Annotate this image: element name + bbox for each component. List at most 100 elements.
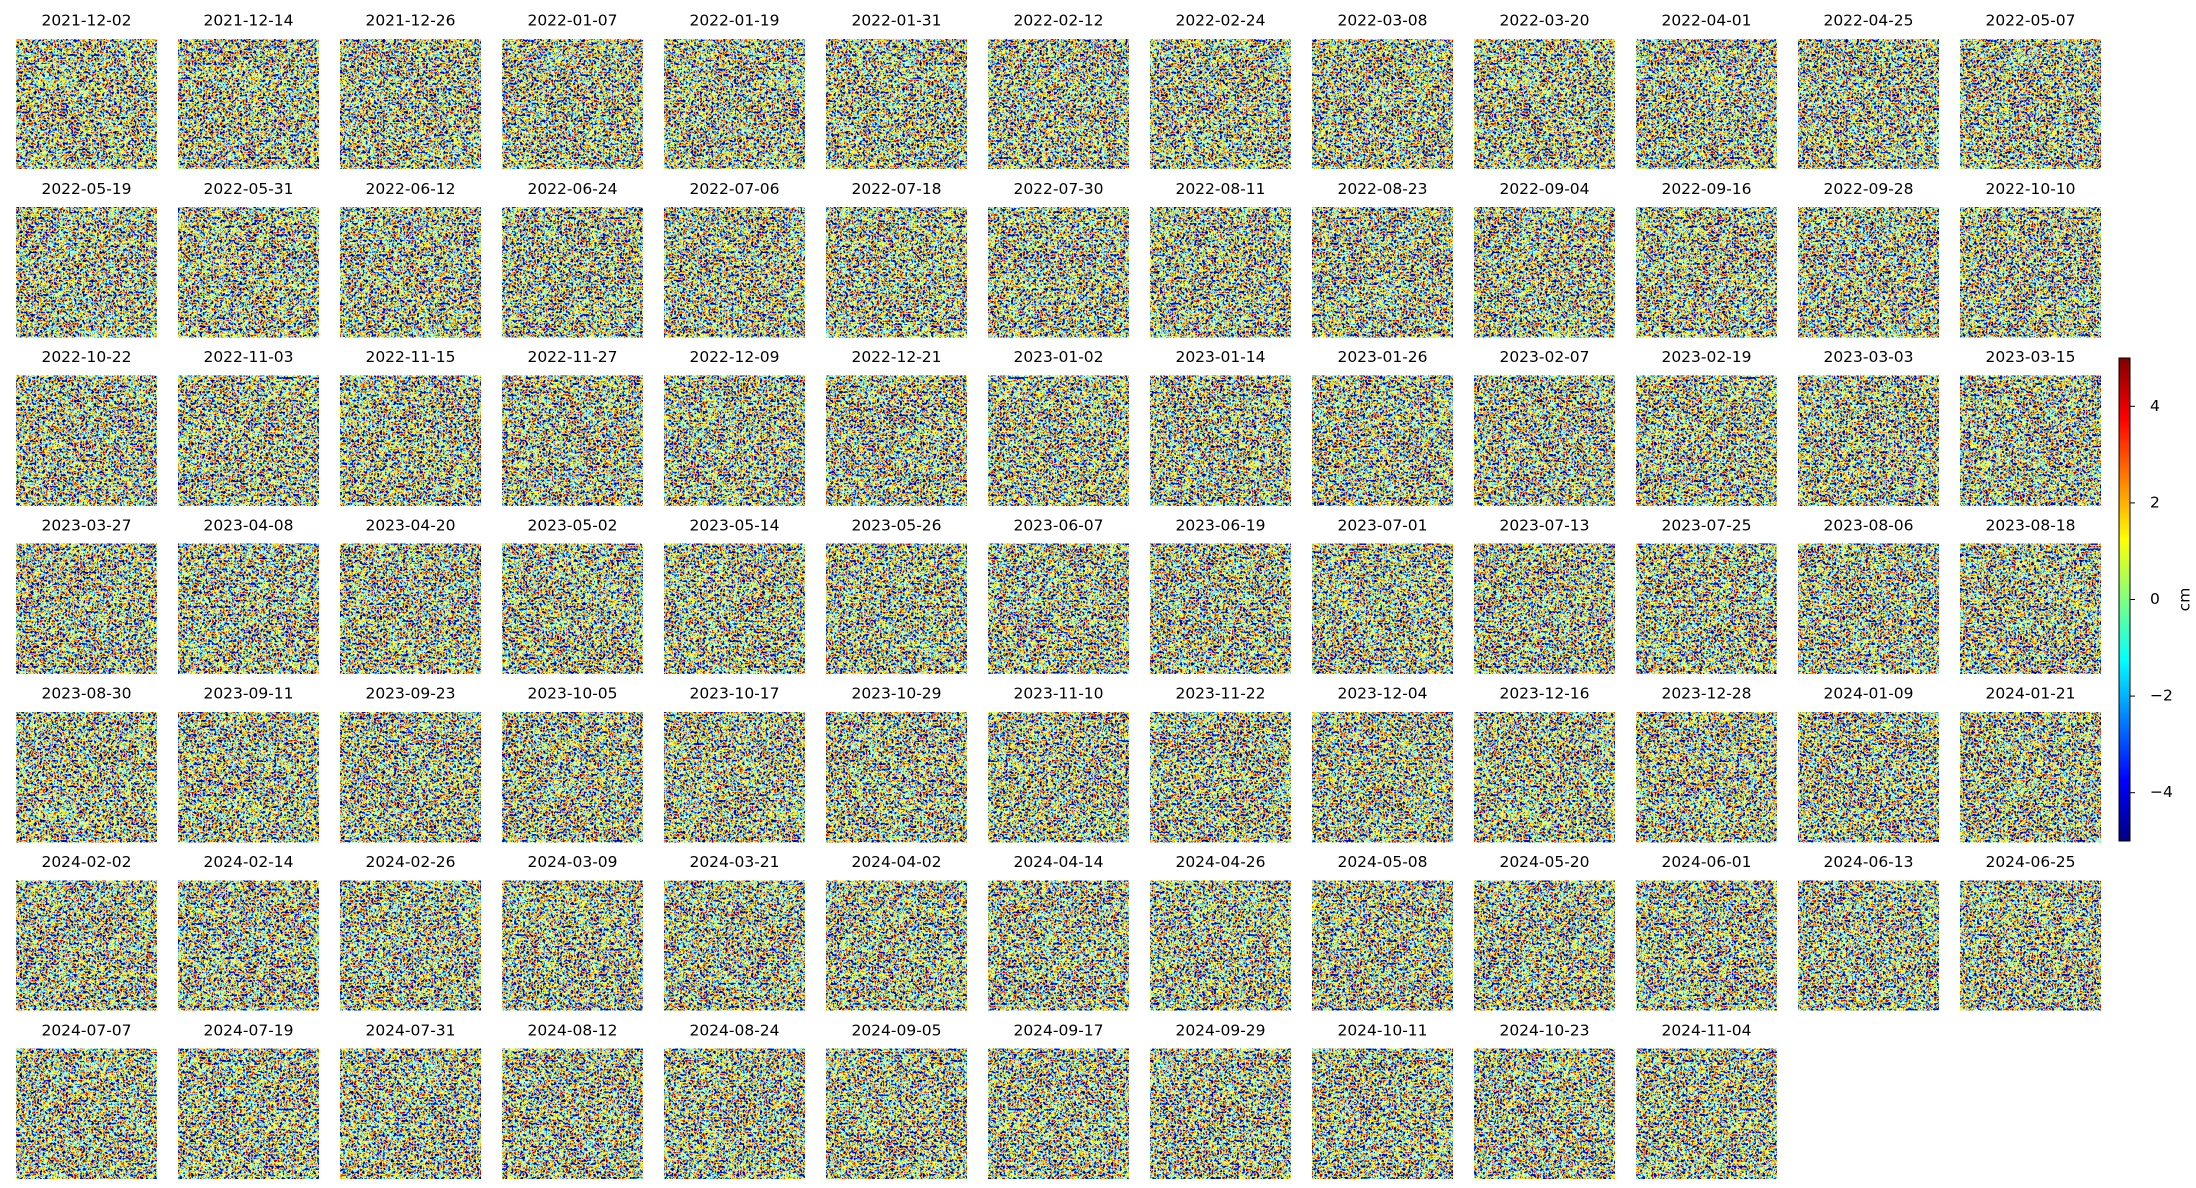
displacement-map [1960,880,2101,1011]
panel-title: 2024-02-02 [41,853,131,871]
displacement-map [664,712,805,843]
panel-title: 2024-04-26 [1175,853,1265,871]
displacement-map [340,880,481,1011]
displacement-map [988,880,1129,1011]
panel-title: 2023-03-15 [1985,348,2075,366]
panel-title: 2022-09-28 [1823,180,1913,198]
panel-title: 2021-12-26 [365,12,455,30]
displacement-map [664,375,805,506]
panel-title: 2023-07-25 [1661,516,1751,534]
displacement-map [16,207,157,338]
displacement-map [502,39,643,169]
panel-title: 2022-12-09 [689,348,779,366]
panel-title: 2023-05-14 [689,516,779,534]
panel-title: 2024-07-31 [365,1021,455,1039]
panel-title: 2023-03-27 [41,516,131,534]
panel-title: 2024-09-29 [1175,1021,1265,1039]
displacement-map [1312,1048,1453,1179]
displacement-map [826,39,967,169]
displacement-map [502,375,643,506]
displacement-map [1798,39,1939,169]
displacement-map [16,712,157,843]
displacement-map [664,39,805,169]
displacement-map [1474,880,1615,1011]
panel-title: 2023-09-23 [365,685,455,703]
displacement-map [178,543,319,674]
panel-title: 2022-10-10 [1985,180,2075,198]
displacement-map [988,39,1129,169]
panel-title: 2023-01-02 [1013,348,1103,366]
panel-title: 2024-06-13 [1823,853,1913,871]
displacement-map [1312,207,1453,338]
displacement-map [1960,375,2101,506]
panel-title: 2024-05-20 [1499,853,1589,871]
colorbar-tick-label: 0 [2150,590,2160,608]
displacement-map [502,543,643,674]
panel-title: 2024-02-26 [365,853,455,871]
displacement-map [1150,543,1291,674]
displacement-map [1150,375,1291,506]
displacement-map [340,207,481,338]
displacement-map [502,207,643,338]
displacement-map [1798,543,1939,674]
panel-title: 2024-01-09 [1823,685,1913,703]
panel-title: 2024-08-12 [527,1021,617,1039]
panel-title: 2023-06-07 [1013,516,1103,534]
panel-title: 2024-01-21 [1985,685,2075,703]
panel-title: 2024-04-02 [851,853,941,871]
panel-title: 2023-03-03 [1823,348,1913,366]
displacement-map [340,1048,481,1179]
displacement-map [988,1048,1129,1179]
displacement-map [1474,543,1615,674]
displacement-map [340,712,481,843]
displacement-map [16,375,157,506]
panel-title: 2024-09-17 [1013,1021,1103,1039]
displacement-map [1960,712,2101,843]
displacement-map [1312,39,1453,169]
displacement-map [1474,712,1615,843]
panel-title: 2022-03-08 [1337,12,1427,30]
panel-title: 2023-10-29 [851,685,941,703]
panel-title: 2022-04-01 [1661,12,1751,30]
displacement-map [178,39,319,169]
panel-title: 2023-10-17 [689,685,779,703]
displacement-map [664,543,805,674]
displacement-map [1636,712,1777,843]
displacement-map [1150,1048,1291,1179]
displacement-map [1798,712,1939,843]
displacement-map [1474,207,1615,338]
displacement-map [1474,1048,1615,1179]
displacement-map [826,1048,967,1179]
displacement-map [178,712,319,843]
displacement-map [178,375,319,506]
displacement-map [1960,39,2101,169]
displacement-map [1312,712,1453,843]
panel-title: 2024-03-21 [689,853,779,871]
displacement-map [16,39,157,169]
panel-title: 2024-03-09 [527,853,617,871]
panel-title: 2023-12-16 [1499,685,1589,703]
displacement-map [664,1048,805,1179]
displacement-map [1636,207,1777,338]
panel-title: 2023-01-14 [1175,348,1265,366]
displacement-map [1474,39,1615,169]
displacement-map [826,880,967,1011]
colorbar-tick-label: −2 [2150,687,2173,705]
panel-title: 2022-08-11 [1175,180,1265,198]
panel-title: 2024-09-05 [851,1021,941,1039]
displacement-map [1150,207,1291,338]
panel-title: 2023-11-10 [1013,685,1103,703]
panel-title: 2021-12-14 [203,12,293,30]
panel-title: 2024-07-07 [41,1021,131,1039]
panel-title: 2023-02-07 [1499,348,1589,366]
displacement-map [988,375,1129,506]
displacement-map [1636,1048,1777,1179]
displacement-map [502,1048,643,1179]
panel-title: 2023-05-26 [851,516,941,534]
displacement-map [1150,712,1291,843]
panel-title: 2023-01-26 [1337,348,1427,366]
panel-title: 2024-10-11 [1337,1021,1427,1039]
displacement-map [340,375,481,506]
displacement-map [1474,375,1615,506]
displacement-map [340,543,481,674]
